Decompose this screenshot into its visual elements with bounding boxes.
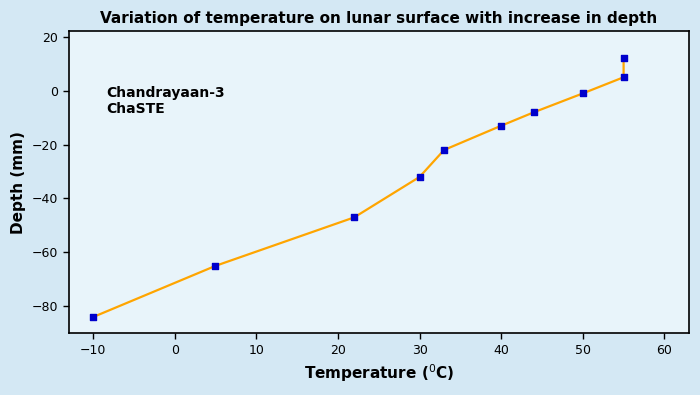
Text: Chandrayaan-3
ChaSTE: Chandrayaan-3 ChaSTE [106, 86, 225, 116]
Title: Variation of temperature on lunar surface with increase in depth: Variation of temperature on lunar surfac… [100, 11, 657, 26]
Point [496, 122, 507, 129]
Point [414, 174, 425, 180]
Y-axis label: Depth (mm): Depth (mm) [11, 131, 26, 234]
Point [349, 214, 360, 220]
Point [88, 314, 99, 320]
Point [618, 55, 629, 62]
Point [618, 74, 629, 81]
Point [438, 147, 449, 153]
Point [528, 109, 540, 115]
Point [578, 90, 589, 96]
Point [210, 263, 221, 269]
X-axis label: Temperature ($^{0}$C): Temperature ($^{0}$C) [304, 362, 454, 384]
